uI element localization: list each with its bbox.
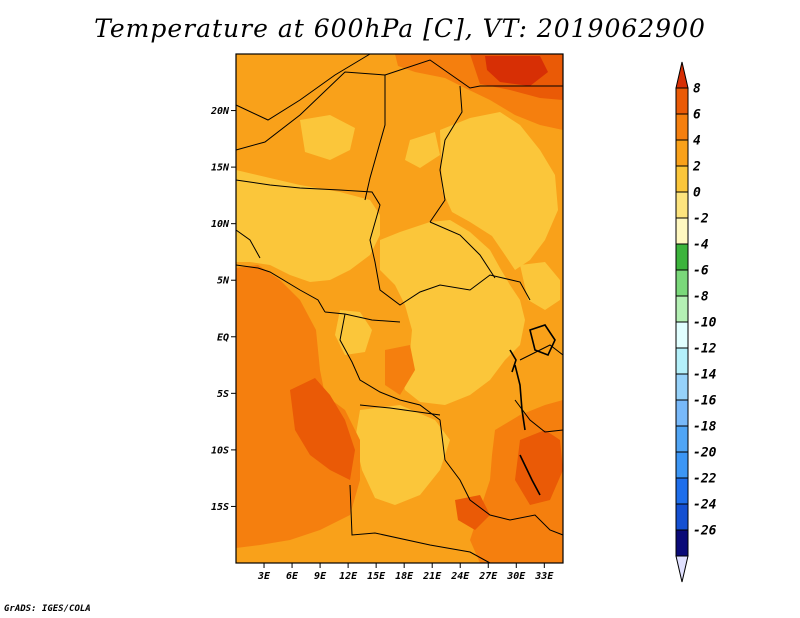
latitude-axis: 20N 15N 10N 5N EQ 5S 10S 15S	[210, 106, 236, 513]
colorbar-swatch	[675, 295, 689, 323]
colorbar-swatch	[675, 87, 689, 115]
lat-tick-label: 10S	[211, 445, 229, 456]
colorbar-label: -20	[693, 446, 717, 461]
colorbar-label: 8	[693, 82, 701, 97]
lon-tick-label: 9E	[314, 571, 327, 582]
lat-tick-label: EQ	[217, 332, 229, 343]
colorbar-label: 0	[693, 186, 701, 201]
colorbar-swatch	[675, 217, 689, 245]
lon-tick-label: 12E	[339, 571, 358, 582]
colorbar-label: -24	[693, 498, 717, 513]
colorbar-swatch	[675, 503, 689, 531]
colorbar-bottom-arrow	[675, 555, 689, 583]
colorbar-swatch	[675, 399, 689, 427]
colorbar-label: -22	[693, 472, 717, 487]
colorbar-swatch	[675, 373, 689, 401]
lat-tick-label: 15S	[211, 502, 229, 513]
temperature-field-0-2	[236, 112, 560, 505]
colorbar-label: 4	[693, 134, 701, 149]
colorbar-swatch	[675, 451, 689, 479]
grads-credit: GrADS: IGES/COLA	[4, 604, 91, 614]
colorbar-swatch	[675, 139, 689, 167]
colorbar-swatch	[675, 269, 689, 297]
colorbar-label: 2	[692, 160, 701, 175]
lat-tick-label: 10N	[211, 219, 230, 230]
colorbar: 8 6 4 2 0 -2 -4 -6 -8 -10 -12 -14 -16 -18 -20 -22 -24 -26	[675, 61, 717, 583]
colorbar-label: -6	[693, 264, 709, 279]
longitude-axis: 3E 6E 9E 12E 15E 18E 21E 24E 27E 30E 33E	[257, 563, 554, 582]
chart-title: Temperature at 600hPa [C], VT: 201906290…	[94, 14, 706, 43]
colorbar-label: -12	[693, 342, 717, 357]
colorbar-label: -14	[693, 368, 717, 383]
lon-tick-label: 30E	[506, 571, 526, 582]
colorbar-label: -10	[693, 316, 717, 331]
lat-tick-label: 5N	[217, 276, 230, 287]
colorbar-swatch	[675, 165, 689, 193]
colorbar-label: -8	[693, 290, 709, 305]
colorbar-label: -4	[693, 238, 709, 253]
lat-tick-label: 5S	[217, 389, 229, 400]
lon-tick-label: 15E	[367, 571, 386, 582]
lon-tick-label: 33E	[534, 571, 554, 582]
lat-tick-label: 15N	[211, 163, 230, 174]
lon-tick-label: 18E	[395, 571, 414, 582]
colorbar-swatch	[675, 425, 689, 453]
lon-tick-label: 3E	[257, 571, 271, 582]
colorbar-label: -2	[693, 212, 709, 227]
colorbar-swatch	[675, 347, 689, 375]
colorbar-swatch	[675, 191, 689, 219]
colorbar-swatch	[675, 477, 689, 505]
colorbar-label: -16	[693, 394, 717, 409]
colorbar-swatch	[675, 113, 689, 141]
lon-tick-label: 24E	[450, 571, 470, 582]
colorbar-label: 6	[693, 108, 701, 123]
temperature-field-above-8	[485, 56, 548, 86]
colorbar-swatch	[675, 321, 689, 349]
lakes	[509, 324, 556, 496]
lat-tick-label: 20N	[210, 106, 230, 117]
colorbar-label: -26	[693, 524, 717, 539]
lon-tick-label: 21E	[422, 571, 442, 582]
lon-tick-label: 27E	[478, 571, 498, 582]
colorbar-swatch	[675, 529, 689, 557]
lon-tick-label: 6E	[286, 571, 299, 582]
country-borders	[235, 53, 564, 564]
colorbar-swatch	[675, 243, 689, 271]
map-frame	[235, 53, 564, 564]
colorbar-top-arrow	[675, 61, 689, 89]
colorbar-label: -18	[693, 420, 717, 435]
